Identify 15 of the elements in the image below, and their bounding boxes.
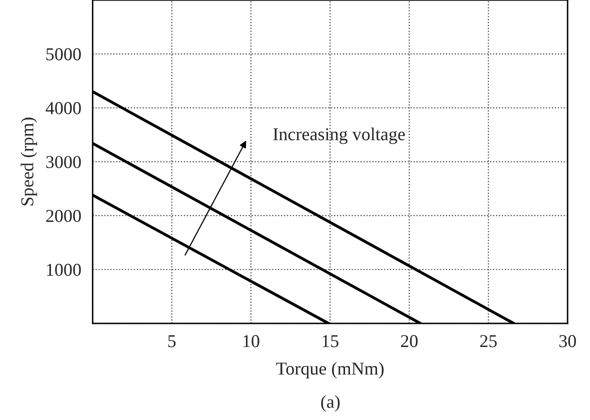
y-tick-label: 2000 (46, 210, 81, 222)
x-tick-label: 10 (244, 335, 260, 348)
y-tick-label: 3000 (46, 156, 81, 168)
y-tick-label: 1000 (46, 264, 81, 276)
x-tick-label: 30 (559, 335, 576, 348)
x-tick-label: 5 (168, 335, 176, 348)
annotation: Increasing voltage (273, 128, 405, 144)
y-tick-label: 5000 (46, 48, 81, 60)
x-tick-label: 25 (480, 335, 497, 348)
text: (a) (321, 395, 340, 412)
y-axis-title: Speed (rpm) (20, 118, 38, 206)
x-tick-label: 15 (322, 335, 338, 348)
y-tick-label: 4000 (46, 102, 81, 114)
x-tick-label: 20 (401, 335, 418, 348)
x-axis-title: Torque (mNm) (276, 362, 384, 378)
